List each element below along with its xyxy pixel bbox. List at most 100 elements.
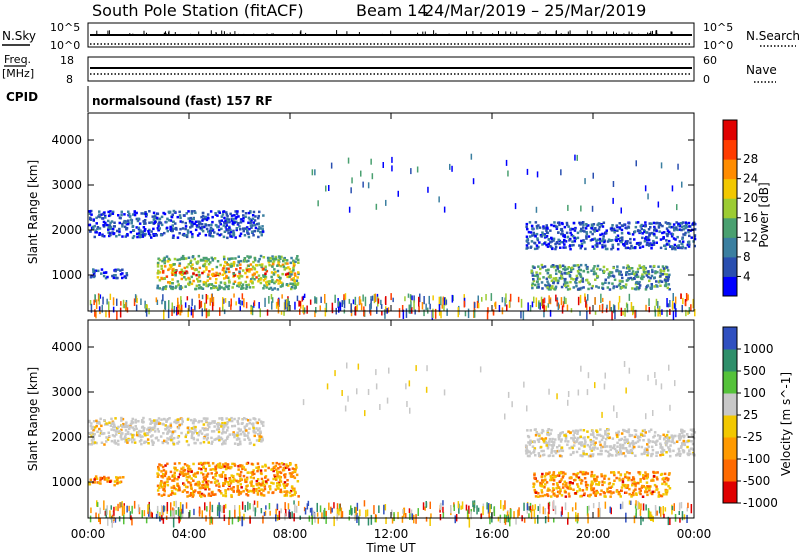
- echo-cell: [250, 218, 253, 222]
- echo-cell: [213, 481, 217, 484]
- echo-cell: [147, 230, 150, 233]
- echo-cell: [577, 436, 580, 440]
- echo-cell: [250, 462, 254, 466]
- echo-cell: [648, 485, 651, 488]
- echo-cell: [196, 471, 199, 475]
- echo-cell: [553, 288, 557, 291]
- echo-cell: [184, 302, 187, 308]
- echo-cell: [174, 271, 177, 274]
- echo-cell: [650, 247, 653, 250]
- echo-cell: [620, 240, 623, 244]
- echo-cell: [638, 502, 640, 509]
- echo-cell: [165, 220, 168, 224]
- echo-cell: [648, 487, 651, 490]
- echo-cell: [358, 516, 360, 526]
- echo-cell: [137, 226, 140, 230]
- echo-cell: [226, 436, 229, 439]
- echo-cell: [183, 483, 186, 487]
- echo-cell: [544, 440, 548, 443]
- echo-cell: [621, 480, 625, 484]
- echo-cell: [627, 476, 631, 480]
- echo-cell: [540, 491, 544, 494]
- echo-cell: [632, 478, 636, 481]
- echo-cell: [354, 506, 356, 514]
- echo-cell: [650, 479, 653, 482]
- echo-cell: [551, 490, 554, 493]
- echo-cell: [611, 243, 615, 247]
- echo-cell: [135, 217, 139, 221]
- echo-cell: [616, 234, 620, 237]
- echo-cell: [211, 462, 215, 465]
- echo-cell: [662, 493, 665, 496]
- echo-cell: [227, 218, 231, 221]
- echo-cell: [262, 267, 265, 271]
- echo-cell: [546, 245, 550, 248]
- echo-cell: [265, 481, 268, 485]
- echo-cell: [565, 231, 569, 235]
- echo-cell: [210, 223, 213, 227]
- echo-cell: [94, 477, 97, 480]
- echo-cell: [248, 427, 251, 430]
- freq-bottom-tick: 8: [66, 73, 73, 86]
- echo-cell: [243, 234, 247, 237]
- echo-cell: [167, 438, 171, 441]
- echo-cell: [248, 442, 252, 445]
- echo-cell: [274, 270, 277, 274]
- y-tick-label: 2000: [51, 223, 82, 237]
- echo-cell: [147, 442, 150, 445]
- echo-cell: [270, 271, 274, 274]
- echo-cell: [557, 449, 561, 453]
- echo-cell: [367, 517, 370, 526]
- echo-cell: [147, 232, 151, 235]
- echo-cell: [580, 443, 583, 447]
- echo-cell: [230, 235, 234, 238]
- echo-cell: [202, 423, 206, 426]
- echo-cell: [267, 259, 270, 262]
- echo-cell: [662, 269, 666, 273]
- echo-cell: [158, 279, 162, 282]
- echo-cell: [199, 429, 202, 433]
- echo-cell: [132, 433, 136, 437]
- echo-cell: [547, 288, 551, 291]
- echo-cell: [663, 244, 666, 247]
- echo-cell: [220, 286, 223, 289]
- echo-cell: [200, 495, 203, 498]
- echo-cell: [189, 481, 192, 485]
- echo-cell: [289, 282, 292, 285]
- echo-cell: [294, 286, 297, 289]
- echo-cell: [545, 235, 549, 238]
- echo-cell: [170, 438, 173, 442]
- echo-cell: [590, 449, 594, 452]
- echo-cell: [348, 298, 351, 304]
- echo-cell: [223, 504, 225, 514]
- echo-cell: [166, 217, 169, 221]
- echo-cell: [645, 504, 647, 511]
- echo-cell: [202, 437, 206, 440]
- echo-cell: [529, 439, 532, 442]
- echo-cell: [245, 267, 248, 270]
- echo-cell: [99, 479, 102, 482]
- echo-cell: [204, 428, 207, 431]
- echo-cell: [590, 474, 593, 478]
- echo-cell: [530, 224, 534, 228]
- echo-cell: [548, 284, 552, 287]
- echo-cell: [271, 297, 274, 303]
- echo-cell: [547, 433, 551, 437]
- echo-cell: [423, 309, 425, 317]
- echo-cell: [679, 436, 682, 440]
- echo-cell: [107, 431, 110, 434]
- echo-cell: [247, 211, 251, 215]
- echo-cell: [620, 273, 623, 277]
- echo-cell: [209, 234, 213, 238]
- echo-cell: [680, 228, 683, 232]
- echo-cell: [257, 465, 260, 469]
- echo-cell: [402, 309, 405, 319]
- echo-cell: [612, 181, 615, 187]
- echo-cell: [264, 265, 267, 268]
- echo-cell: [271, 462, 275, 465]
- echo-cell: [660, 273, 663, 276]
- echo-cell: [269, 487, 272, 491]
- echo-cell: [607, 281, 611, 285]
- echo-cell: [88, 210, 92, 213]
- echo-cell: [659, 238, 663, 241]
